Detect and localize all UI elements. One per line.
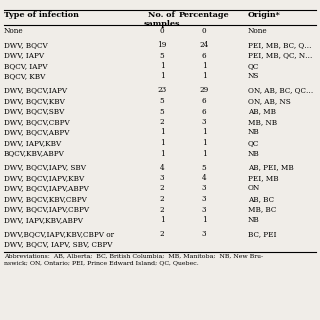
Text: 5: 5 bbox=[160, 97, 164, 105]
Text: BQCV, IAPV: BQCV, IAPV bbox=[4, 62, 48, 70]
Text: 23: 23 bbox=[157, 86, 167, 94]
Text: None: None bbox=[4, 27, 24, 35]
Text: DWV, IAPV: DWV, IAPV bbox=[4, 52, 44, 60]
Text: AB, BC: AB, BC bbox=[248, 195, 274, 203]
Text: 0: 0 bbox=[160, 27, 164, 35]
Text: DWV, IAPV,KBV,ABPV: DWV, IAPV,KBV,ABPV bbox=[4, 216, 83, 224]
Text: NB: NB bbox=[248, 149, 260, 157]
Text: DWV,BQCV,IAPV,KBV,CBPV or: DWV,BQCV,IAPV,KBV,CBPV or bbox=[4, 230, 114, 238]
Text: 1: 1 bbox=[160, 216, 164, 224]
Text: DWV, BQCV, IAPV, SBV, CBPV: DWV, BQCV, IAPV, SBV, CBPV bbox=[4, 241, 113, 249]
Text: DWV, BQCV: DWV, BQCV bbox=[4, 41, 48, 49]
Text: MB, BC: MB, BC bbox=[248, 205, 276, 213]
Text: DWV, BQCV,IAPV, SBV: DWV, BQCV,IAPV, SBV bbox=[4, 164, 86, 172]
Text: nswick; ON, Ontario; PEI, Prince Edward Island; QC, Quebec.: nswick; ON, Ontario; PEI, Prince Edward … bbox=[4, 260, 199, 265]
Text: DWV, BQCV,KBV: DWV, BQCV,KBV bbox=[4, 97, 65, 105]
Text: 5: 5 bbox=[202, 164, 206, 172]
Text: ON, AB, NS: ON, AB, NS bbox=[248, 97, 291, 105]
Text: 3: 3 bbox=[202, 230, 206, 238]
Text: 5: 5 bbox=[160, 52, 164, 60]
Text: 5: 5 bbox=[160, 108, 164, 116]
Text: 1: 1 bbox=[202, 216, 206, 224]
Text: 2: 2 bbox=[160, 195, 164, 203]
Text: 1: 1 bbox=[160, 129, 164, 137]
Text: 29: 29 bbox=[199, 86, 209, 94]
Text: 3: 3 bbox=[202, 185, 206, 193]
Text: 1: 1 bbox=[160, 139, 164, 147]
Text: NB: NB bbox=[248, 216, 260, 224]
Text: QC: QC bbox=[248, 139, 260, 147]
Text: 3: 3 bbox=[202, 205, 206, 213]
Text: 2: 2 bbox=[160, 230, 164, 238]
Text: 4: 4 bbox=[202, 174, 206, 182]
Text: 1: 1 bbox=[202, 73, 206, 81]
Text: 1: 1 bbox=[202, 62, 206, 70]
Text: 6: 6 bbox=[202, 97, 206, 105]
Text: DWV, BQCV,IAPV,ABPV: DWV, BQCV,IAPV,ABPV bbox=[4, 185, 89, 193]
Text: 1: 1 bbox=[202, 129, 206, 137]
Text: 3: 3 bbox=[202, 118, 206, 126]
Text: DWV, BQCV,CBPV: DWV, BQCV,CBPV bbox=[4, 118, 70, 126]
Text: 2: 2 bbox=[160, 205, 164, 213]
Text: 3: 3 bbox=[160, 174, 164, 182]
Text: PEI, MB, BC, Q…: PEI, MB, BC, Q… bbox=[248, 41, 311, 49]
Text: Type of infection: Type of infection bbox=[4, 11, 79, 19]
Text: 1: 1 bbox=[202, 139, 206, 147]
Text: None: None bbox=[248, 27, 268, 35]
Text: Origin*: Origin* bbox=[248, 11, 281, 19]
Text: BC, PEI: BC, PEI bbox=[248, 230, 276, 238]
Text: No. of
samples: No. of samples bbox=[144, 11, 180, 28]
Text: QC: QC bbox=[248, 62, 260, 70]
Text: DWV, BQCV,ABPV: DWV, BQCV,ABPV bbox=[4, 129, 69, 137]
Text: BQCV,KBV,ABPV: BQCV,KBV,ABPV bbox=[4, 149, 65, 157]
Text: 19: 19 bbox=[157, 41, 167, 49]
Text: 6: 6 bbox=[202, 52, 206, 60]
Text: MB, NB: MB, NB bbox=[248, 118, 277, 126]
Text: DWV, BQCV,IAPV,CBPV: DWV, BQCV,IAPV,CBPV bbox=[4, 205, 89, 213]
Text: PEI, MB, QC, N…: PEI, MB, QC, N… bbox=[248, 52, 312, 60]
Text: 0: 0 bbox=[202, 27, 206, 35]
Text: ON: ON bbox=[248, 185, 260, 193]
Text: 1: 1 bbox=[160, 149, 164, 157]
Text: BQCV, KBV: BQCV, KBV bbox=[4, 73, 45, 81]
Text: 24: 24 bbox=[199, 41, 209, 49]
Text: 2: 2 bbox=[160, 185, 164, 193]
Text: NB: NB bbox=[248, 129, 260, 137]
Text: DWV, BQCV,IAPV,KBV: DWV, BQCV,IAPV,KBV bbox=[4, 174, 84, 182]
Text: 1: 1 bbox=[202, 149, 206, 157]
Text: 6: 6 bbox=[202, 108, 206, 116]
Text: ON, AB, BC, QC…: ON, AB, BC, QC… bbox=[248, 86, 313, 94]
Text: Percentage: Percentage bbox=[179, 11, 229, 19]
Text: DWV, BQCV,IAPV: DWV, BQCV,IAPV bbox=[4, 86, 67, 94]
Text: 1: 1 bbox=[160, 73, 164, 81]
Text: PEI, MB: PEI, MB bbox=[248, 174, 279, 182]
Text: 1: 1 bbox=[160, 62, 164, 70]
Text: 4: 4 bbox=[160, 164, 164, 172]
Text: 3: 3 bbox=[202, 195, 206, 203]
Text: DWV, BQCV,SBV: DWV, BQCV,SBV bbox=[4, 108, 64, 116]
Text: DWV, BQCV,KBV,CBPV: DWV, BQCV,KBV,CBPV bbox=[4, 195, 87, 203]
Text: DWV, IAPV,KBV: DWV, IAPV,KBV bbox=[4, 139, 61, 147]
Text: NS: NS bbox=[248, 73, 260, 81]
Text: AB, PEI, MB: AB, PEI, MB bbox=[248, 164, 294, 172]
Text: 2: 2 bbox=[160, 118, 164, 126]
Text: AB, MB: AB, MB bbox=[248, 108, 276, 116]
Text: Abbreviations:  AB, Alberta;  BC, British Columbia;  MB, Manitoba;  NB, New Bru-: Abbreviations: AB, Alberta; BC, British … bbox=[4, 254, 263, 259]
